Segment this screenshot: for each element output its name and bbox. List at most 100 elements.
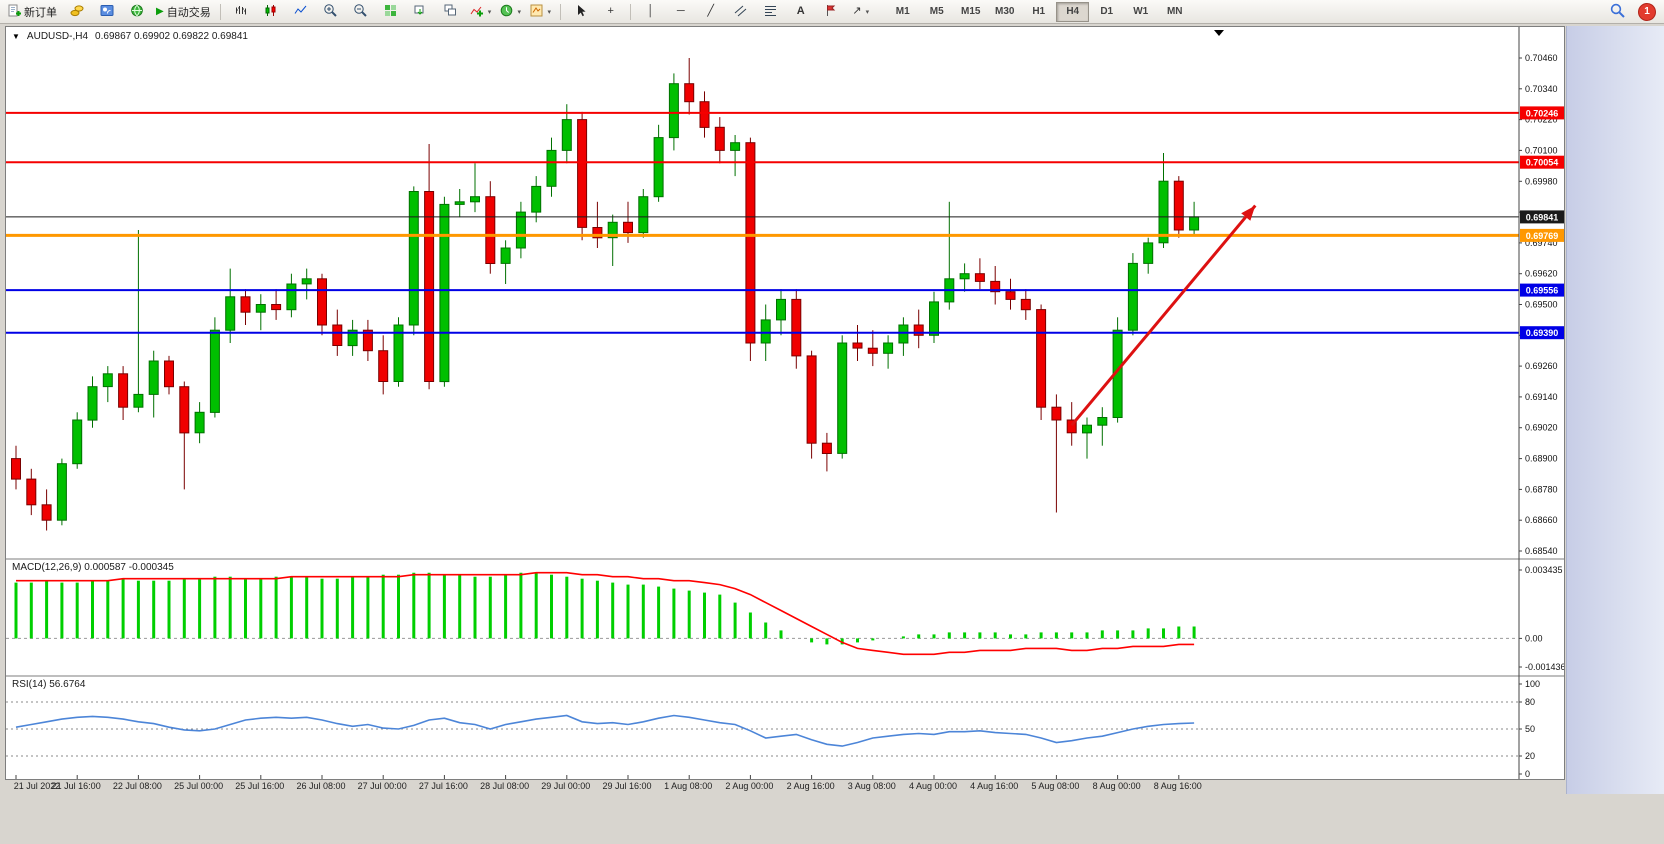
timeframe-button-h4[interactable]: H4 bbox=[1056, 1, 1090, 22]
time-axis-label: 21 Jul 2022 bbox=[13, 781, 61, 791]
timeframe-button-m15[interactable]: M15 bbox=[960, 6, 981, 17]
toolbar: 新订单 ▶ 自动交易 bbox=[0, 0, 1664, 24]
cursor-button[interactable] bbox=[566, 1, 595, 23]
macd-indicator-label: MACD(12,26,9) 0.000587 -0.000345 bbox=[12, 562, 174, 573]
right-panel bbox=[1566, 26, 1664, 794]
time-axis[interactable]: 21 Jul 2022 21 Jul 16:00 22 Jul 08:00 25 Ju… bbox=[5, 781, 1565, 795]
timeframe-button-m30[interactable]: M30 bbox=[994, 6, 1015, 17]
indicators-button[interactable]: ▾ bbox=[466, 1, 496, 23]
indicators-icon bbox=[470, 4, 484, 20]
timeframe-button-h1[interactable]: H1 bbox=[1032, 6, 1046, 17]
text-label-flag-icon bbox=[825, 4, 837, 20]
crosshair-button[interactable]: + bbox=[596, 1, 625, 23]
trendline-button[interactable]: ╱ bbox=[696, 1, 725, 23]
svg-text:0.70054: 0.70054 bbox=[1526, 158, 1559, 168]
chart-window[interactable]: 0.70460 0.70340 0.70220 0.70100 0.69980 0.697… bbox=[5, 26, 1565, 780]
svg-text:0.69556: 0.69556 bbox=[1526, 286, 1559, 296]
svg-text:0.00: 0.00 bbox=[1525, 633, 1543, 643]
svg-text:50: 50 bbox=[1525, 724, 1535, 734]
cascade-windows-button[interactable] bbox=[436, 1, 465, 23]
time-axis-label: 2 Aug 00:00 bbox=[725, 781, 774, 791]
data-window-button[interactable] bbox=[92, 1, 121, 23]
chart-ohlc-values: 0.69867 0.69902 0.69822 0.69841 bbox=[95, 31, 248, 42]
one-click-trading-toggle[interactable]: ▼ bbox=[12, 32, 20, 41]
time-axis-label: 25 Jul 00:00 bbox=[174, 781, 224, 791]
time-axis-label: 8 Aug 00:00 bbox=[1092, 781, 1141, 791]
timeframe-button-mn[interactable]: MN bbox=[1166, 6, 1183, 17]
cursor-icon bbox=[575, 4, 587, 20]
rsi-indicator-label: RSI(14) 56.6764 bbox=[12, 679, 86, 690]
zoom-in-button[interactable] bbox=[316, 1, 345, 23]
vertical-line-icon: │ bbox=[647, 5, 655, 17]
time-axis-label: 29 Jul 16:00 bbox=[602, 781, 652, 791]
search-button[interactable] bbox=[1603, 1, 1632, 23]
chart-canvas[interactable]: 0.70460 0.70340 0.70220 0.70100 0.69980 0.697… bbox=[6, 27, 1564, 779]
auto-trading-play-icon: ▶ bbox=[156, 6, 164, 17]
navigator-icon bbox=[130, 4, 144, 20]
navigator-button[interactable] bbox=[122, 1, 151, 23]
chart-autoscroll-marker bbox=[1214, 30, 1224, 36]
svg-text:0.69020: 0.69020 bbox=[1525, 423, 1558, 433]
svg-text:-0.001436: -0.001436 bbox=[1525, 662, 1564, 672]
market-watch-button[interactable] bbox=[62, 1, 91, 23]
candles-chart-button[interactable] bbox=[256, 1, 285, 23]
arrows-tool-button[interactable]: ↗ ▾ bbox=[846, 1, 875, 23]
periods-button[interactable]: ▾ bbox=[496, 1, 525, 23]
text-tool-button[interactable]: A bbox=[786, 1, 815, 23]
arrows-tool-icon: ↗ bbox=[852, 5, 862, 17]
channel-icon bbox=[734, 4, 747, 20]
zoom-out-button[interactable] bbox=[346, 1, 375, 23]
dropdown-caret-icon: ▾ bbox=[865, 8, 870, 16]
price-badge bbox=[1520, 283, 1564, 297]
timeframe-button-m1[interactable]: M1 bbox=[895, 6, 910, 17]
fibonacci-button[interactable] bbox=[756, 1, 785, 23]
data-window-icon bbox=[100, 4, 114, 20]
price-badge bbox=[1520, 106, 1564, 120]
dropdown-caret-icon: ▾ bbox=[547, 8, 551, 16]
notification-badge[interactable]: 1 bbox=[1638, 2, 1656, 21]
auto-trading-label: 自动交易 bbox=[166, 6, 211, 19]
equidistant-channel-button[interactable] bbox=[726, 1, 755, 23]
time-axis-label: 3 Aug 08:00 bbox=[847, 781, 896, 791]
timeframe-button-m5[interactable]: M5 bbox=[929, 6, 944, 17]
bars-chart-button[interactable] bbox=[226, 1, 255, 23]
periods-clock-icon bbox=[500, 4, 513, 20]
time-axis-label: 22 Jul 08:00 bbox=[112, 781, 162, 791]
tile-windows-icon bbox=[384, 4, 397, 20]
time-axis-label: 28 Jul 08:00 bbox=[480, 781, 530, 791]
trendline-icon: ╱ bbox=[707, 5, 715, 17]
zoom-in-icon bbox=[323, 3, 337, 20]
svg-text:0.68540: 0.68540 bbox=[1525, 546, 1558, 556]
time-axis-label: 27 Jul 00:00 bbox=[357, 781, 407, 791]
svg-text:0.69140: 0.69140 bbox=[1525, 392, 1558, 402]
templates-icon bbox=[530, 4, 543, 20]
line-chart-button[interactable] bbox=[286, 1, 315, 23]
text-label-button[interactable] bbox=[816, 1, 845, 23]
time-axis-label: 1 Aug 08:00 bbox=[664, 781, 713, 791]
horizontal-line-button[interactable]: ─ bbox=[666, 1, 695, 23]
timeframe-button-d1[interactable]: D1 bbox=[1100, 6, 1114, 17]
timeframe-button-w1[interactable]: W1 bbox=[1133, 6, 1149, 17]
svg-text:0.003435: 0.003435 bbox=[1525, 565, 1563, 575]
arrange-windows-icon bbox=[414, 4, 427, 20]
vertical-line-button[interactable]: │ bbox=[636, 1, 665, 23]
time-axis-label: 4 Aug 00:00 bbox=[908, 781, 958, 791]
time-axis-label: 5 Aug 08:00 bbox=[1031, 781, 1080, 791]
arrange-windows-button[interactable] bbox=[406, 1, 435, 23]
auto-trading-button[interactable]: ▶ 自动交易 bbox=[152, 1, 215, 23]
svg-text:0.69500: 0.69500 bbox=[1525, 300, 1558, 310]
price-badge bbox=[1520, 326, 1564, 340]
zoom-out-ic icon bbox=[353, 3, 367, 20]
time-axis-label: 29 Jul 00:00 bbox=[541, 781, 591, 791]
templates-button[interactable]: ▾ bbox=[526, 1, 555, 23]
tile-windows-button[interactable] bbox=[376, 1, 405, 23]
price-badge bbox=[1520, 210, 1564, 224]
svg-text:0.68900: 0.68900 bbox=[1525, 454, 1558, 464]
svg-text:0.70340: 0.70340 bbox=[1525, 84, 1558, 94]
svg-text:0.70220: 0.70220 bbox=[1525, 115, 1558, 125]
svg-text:0.68660: 0.68660 bbox=[1525, 515, 1558, 525]
time-axis-label: 21 Jul 16:00 bbox=[51, 781, 101, 791]
svg-text:0.69260: 0.69260 bbox=[1525, 361, 1558, 371]
new-order-button[interactable]: 新订单 bbox=[4, 1, 61, 23]
time-axis-label: 2 Aug 16:00 bbox=[786, 781, 835, 791]
